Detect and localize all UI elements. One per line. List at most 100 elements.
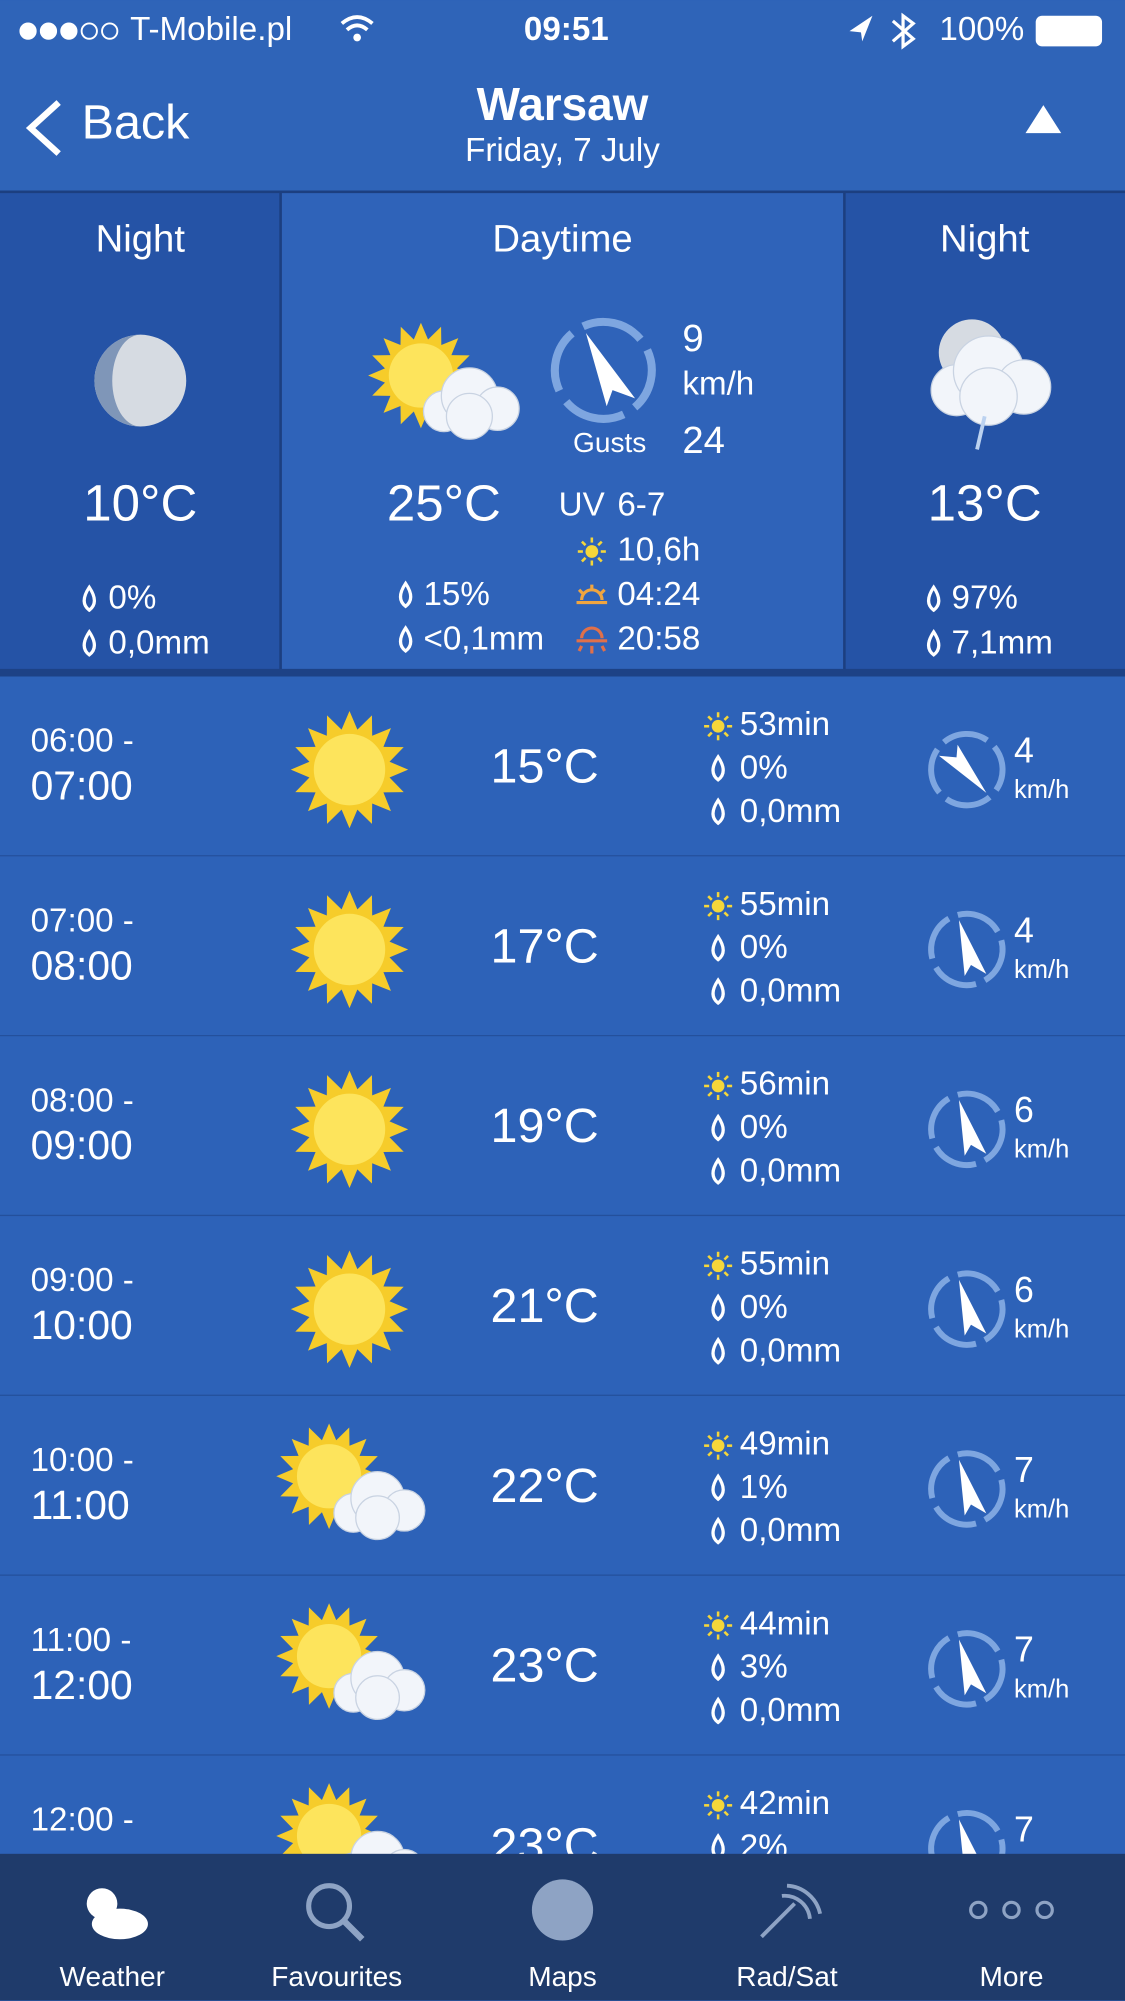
sunshine-ray bbox=[723, 895, 729, 901]
hour-row-bg bbox=[0, 1575, 1125, 1756]
header-bg bbox=[0, 0, 1125, 192]
drop-icon bbox=[398, 625, 413, 654]
signal-dot bbox=[19, 22, 37, 40]
city-name: Warsaw bbox=[477, 78, 649, 130]
compass-ring bbox=[928, 1810, 1006, 1888]
moon-shadow bbox=[94, 334, 141, 427]
summary-right-bg bbox=[844, 191, 1125, 672]
period-label: Night bbox=[96, 218, 186, 261]
precip-chance: 0% bbox=[740, 929, 788, 966]
wind-speed: 7 bbox=[1014, 1630, 1034, 1670]
temperature: 22°C bbox=[491, 1459, 599, 1513]
drop-icon bbox=[711, 754, 725, 782]
drop-icon bbox=[711, 977, 725, 1006]
tab-label[interactable]: More bbox=[980, 1961, 1044, 1992]
precip-amount: 0,0mm bbox=[740, 973, 841, 1010]
precip-amount: 0,0mm bbox=[740, 1692, 841, 1729]
hour-to: 09:00 bbox=[31, 1122, 133, 1168]
sun-icon bbox=[290, 1250, 409, 1368]
sunshine-ray bbox=[723, 731, 729, 738]
precip-amount: 7,1mm bbox=[952, 624, 1053, 661]
sunshine-ray bbox=[707, 1075, 713, 1081]
sun-disc bbox=[313, 913, 386, 986]
sun-disc bbox=[313, 1093, 386, 1166]
compass-ring bbox=[928, 1090, 1006, 1169]
uv-index: 6-7 bbox=[617, 487, 665, 524]
sunshine: 56min bbox=[740, 1066, 830, 1103]
tab-dot bbox=[1035, 1900, 1054, 1920]
hour-to: 08:00 bbox=[31, 942, 133, 988]
wind-arrow bbox=[958, 1279, 987, 1336]
temperature: 15°C bbox=[491, 739, 599, 793]
wind-arrow bbox=[958, 1459, 987, 1516]
tab-icon[interactable] bbox=[86, 1888, 148, 1940]
divider bbox=[0, 668, 1125, 677]
sunrise-icon bbox=[576, 584, 608, 605]
tab-icon[interactable] bbox=[306, 1883, 365, 1942]
tab-label[interactable]: Rad/Sat bbox=[736, 1961, 838, 1992]
sun-icon bbox=[290, 710, 409, 829]
sunshine-ray bbox=[707, 1810, 713, 1817]
drop-icon bbox=[711, 797, 725, 826]
sunshine-ray bbox=[723, 1810, 729, 1817]
sunshine-ray bbox=[707, 1434, 713, 1441]
period-label: Night bbox=[940, 218, 1030, 261]
tab-icon[interactable] bbox=[969, 1900, 1054, 1920]
back-button[interactable]: Back bbox=[82, 95, 190, 149]
sunshine-icon bbox=[711, 1439, 725, 1453]
sun-disc bbox=[296, 1444, 362, 1509]
sunshine-ray bbox=[597, 556, 603, 563]
sunshine-icon bbox=[711, 1259, 725, 1273]
tab-handle bbox=[342, 1919, 365, 1942]
tab-label[interactable]: Maps bbox=[528, 1961, 597, 1992]
cloud-icon bbox=[422, 367, 520, 440]
drop-icon bbox=[711, 1157, 725, 1185]
compass-ring bbox=[928, 1630, 1006, 1708]
temperature: 21°C bbox=[491, 1279, 599, 1333]
hour-from: 06:00 - bbox=[31, 723, 134, 760]
sunshine-ray bbox=[723, 1254, 729, 1261]
compass-ring bbox=[928, 1450, 1006, 1528]
precip-chance: 0% bbox=[740, 749, 788, 786]
sunshine-icon bbox=[585, 545, 599, 558]
location-icon bbox=[849, 15, 873, 42]
sunset: 20:58 bbox=[617, 621, 700, 658]
sunshine-ray bbox=[707, 1630, 713, 1637]
tab-globe bbox=[531, 1879, 594, 1941]
wind-speed: 7 bbox=[1014, 1450, 1034, 1490]
sunshine: 42min bbox=[740, 1785, 830, 1822]
tab-lens bbox=[306, 1883, 353, 1930]
wind-unit: km/h bbox=[1014, 956, 1069, 984]
tab-icon[interactable] bbox=[531, 1879, 594, 1941]
signal-dot bbox=[101, 22, 119, 40]
tab-label[interactable]: Favourites bbox=[271, 1961, 402, 1992]
wind-speed: 7 bbox=[1014, 1810, 1034, 1850]
sunshine: 55min bbox=[740, 886, 830, 923]
battery-icon bbox=[1035, 15, 1103, 47]
sunshine-ray bbox=[707, 1614, 713, 1621]
sun-icon bbox=[290, 890, 409, 1009]
tab-icon[interactable] bbox=[760, 1883, 823, 1939]
compass-ring bbox=[928, 730, 1006, 809]
hour-from: 07:00 - bbox=[31, 902, 134, 939]
sunshine-ray bbox=[723, 1794, 729, 1800]
sunshine-ray bbox=[723, 1630, 729, 1637]
wind-arrow bbox=[958, 920, 987, 976]
drop-icon bbox=[926, 629, 941, 657]
tab-label[interactable]: Weather bbox=[59, 1961, 165, 1992]
back-chevron[interactable] bbox=[25, 100, 61, 156]
drop-icon bbox=[711, 1473, 725, 1502]
period-label: Daytime bbox=[492, 218, 632, 261]
hour-from: 12:00 - bbox=[31, 1802, 134, 1839]
collapse-button[interactable] bbox=[1025, 105, 1062, 134]
compass-ring bbox=[550, 317, 656, 423]
sunshine-ray bbox=[723, 911, 729, 917]
sunshine-ray bbox=[707, 1254, 713, 1261]
tab-cloud bbox=[91, 1908, 148, 1940]
sunshine-ray bbox=[707, 1271, 713, 1277]
precip-chance: 0% bbox=[740, 1109, 788, 1146]
rain-drop bbox=[975, 415, 987, 450]
sunshine-ray bbox=[723, 715, 729, 721]
sunshine-ray bbox=[723, 1434, 729, 1441]
